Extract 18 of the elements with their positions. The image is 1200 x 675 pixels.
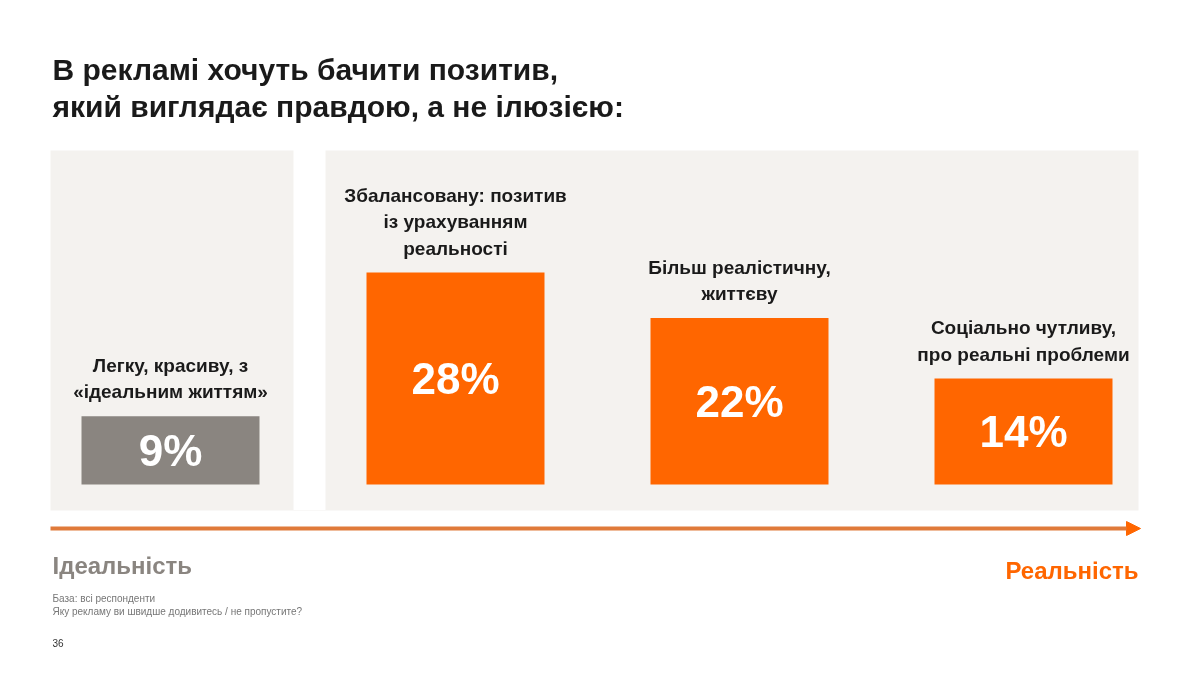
x-tick-label: Легку, красиву, з «ідеальним життям» [73, 355, 268, 403]
bar [934, 378, 1113, 485]
x-tick-label: Збалансовану: позитив із урахуванням реальності [344, 185, 567, 259]
x-tick-label: Соціально чутливу, про реальні проблеми [917, 317, 1130, 365]
text: Ідеальність [52, 552, 193, 579]
data-label: 28% [411, 354, 500, 403]
text: Яку рекламу ви швидше додивитесь / не пропустите? [52, 606, 303, 617]
chart-title: В рекламі хочуть бачити позитив, який виглядає правдою, а не ілюзією: [51, 52, 624, 124]
text: 36 [52, 637, 65, 649]
data-label: 22% [695, 376, 784, 426]
data-label: 14% [979, 407, 1068, 456]
x-tick-label: Більш реалістичну, життєву [648, 256, 831, 304]
text: Реальність [1005, 557, 1139, 584]
bar [650, 317, 829, 485]
text: База: всі респонденти [52, 593, 156, 604]
bar [366, 272, 545, 485]
data-label: 9% [138, 425, 203, 475]
bar [81, 416, 260, 485]
